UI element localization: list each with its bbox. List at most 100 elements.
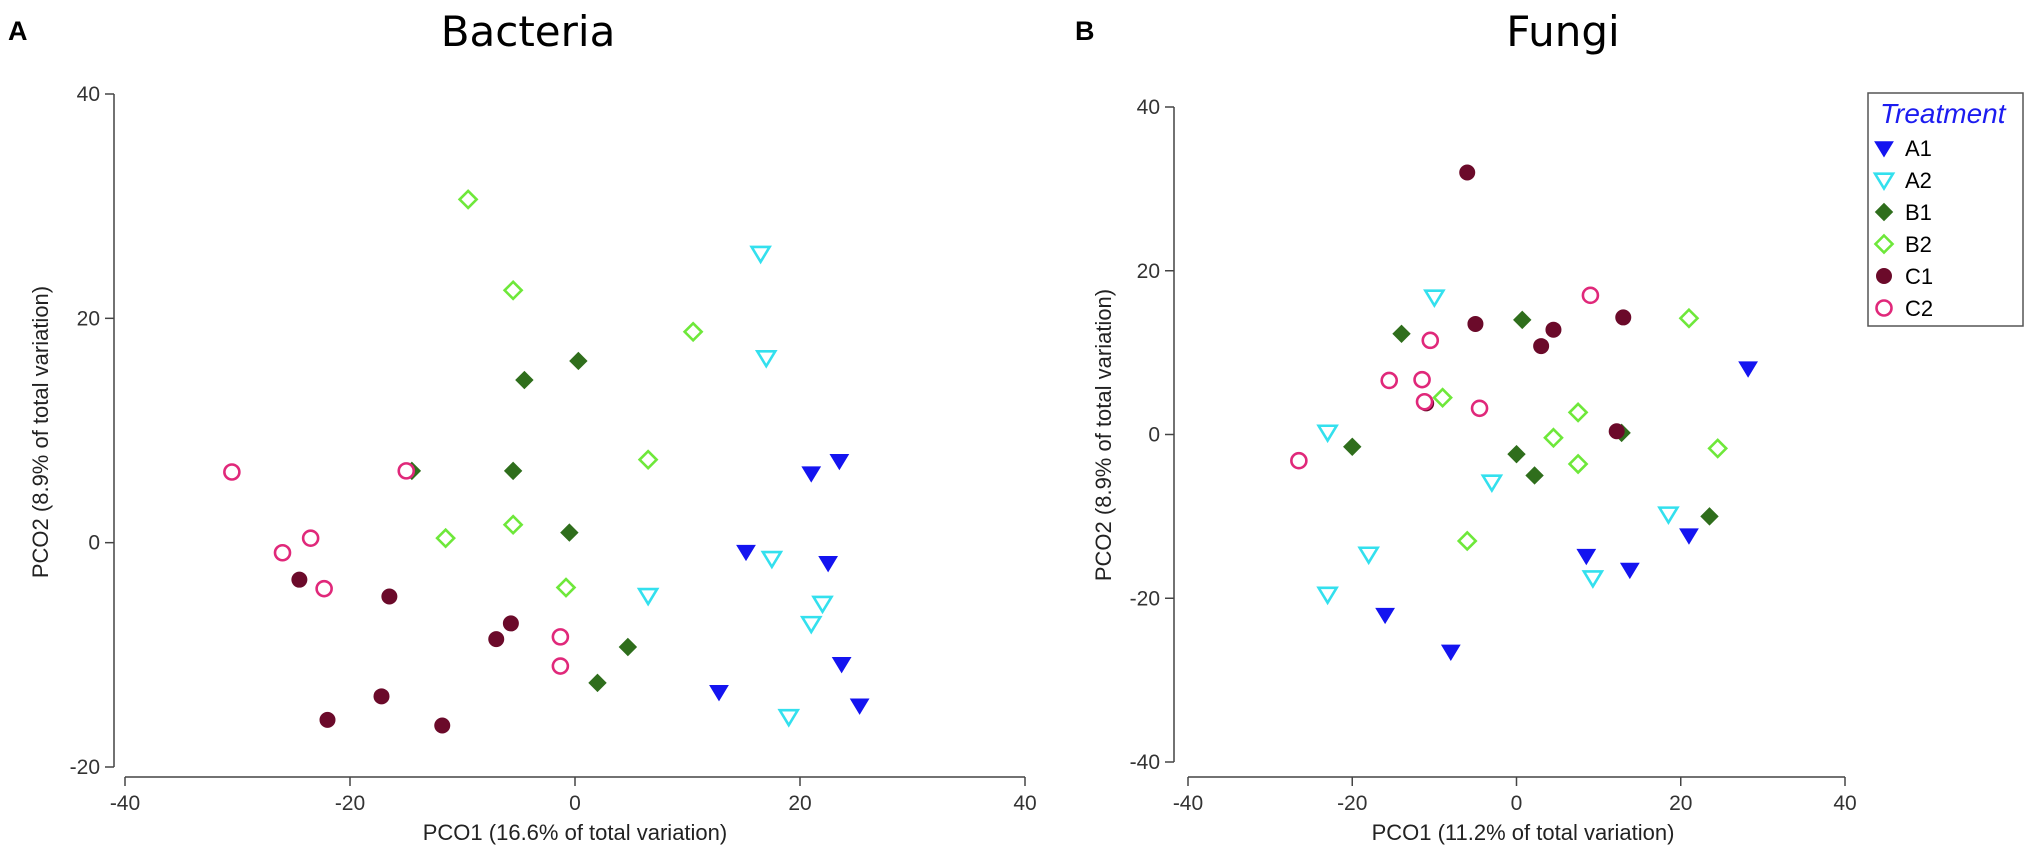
point-c2-b (1380, 371, 1399, 390)
point-c2-a (315, 579, 333, 598)
legend-label-a2: A2 (1905, 168, 1932, 193)
y-axis-label-b: PCO2 (8.9% of total variation) (1091, 289, 1116, 581)
point-b1-a (618, 637, 638, 657)
point-c1-b (1608, 423, 1625, 440)
y-tick-label-a: 20 (77, 307, 100, 330)
y-axis-label-a: PCO2 (8.9% of total variation) (28, 286, 53, 578)
chart-title-b: Fungi (1506, 7, 1619, 56)
point-a2-a (811, 595, 834, 615)
point-b2-a (502, 279, 524, 301)
legend-title: Treatment (1880, 98, 2007, 129)
point-b1-b (1700, 507, 1719, 526)
x-tick-label-b: 20 (1669, 792, 1692, 815)
point-b2-b (1543, 427, 1564, 449)
point-c1-a (488, 631, 505, 648)
point-b2-a (682, 321, 704, 343)
point-b2-a (555, 577, 577, 598)
point-a2-b (1657, 506, 1680, 525)
point-a2-a (760, 550, 784, 570)
point-c2-b (1290, 451, 1308, 470)
point-a2-b (1357, 546, 1380, 566)
y-tick-label-a: -20 (70, 756, 100, 779)
x-tick-label-b: -20 (1337, 792, 1367, 815)
points-a (223, 189, 870, 734)
point-c1-a (381, 588, 398, 605)
point-c1-b (1467, 315, 1484, 332)
point-c2-b (1470, 399, 1489, 418)
point-b2-b (1567, 402, 1589, 423)
point-a1-a (709, 685, 729, 702)
point-c2-a (223, 463, 241, 481)
y-tick-label-b: 0 (1148, 424, 1160, 447)
point-b2-a (435, 527, 456, 549)
legend-marker-b2 (1873, 233, 1895, 255)
chart-title-a: Bacteria (441, 7, 616, 56)
point-c1-b (1459, 164, 1476, 181)
x-tick-label-b: 40 (1833, 792, 1856, 815)
point-a1-a (831, 657, 852, 674)
point-a2-b (1480, 474, 1504, 494)
legend-marker-b1 (1874, 202, 1894, 222)
legend: Treatment A1 A2 B1 B2 C1 C2 (1867, 92, 2024, 327)
point-c1-b (1533, 338, 1550, 355)
legend-marker-c1 (1876, 268, 1892, 284)
point-a1-a (801, 466, 822, 483)
point-b2-a (637, 449, 659, 471)
point-c1-b (1615, 309, 1632, 326)
point-c1-a (373, 688, 390, 705)
x-tick-label-a: -40 (110, 792, 140, 815)
point-c2-a (551, 657, 570, 675)
point-b1-a (560, 523, 579, 542)
panel-letter-b: B (1075, 16, 1095, 46)
point-a2-a (749, 245, 772, 265)
x-axis-label-a: PCO1 (16.6% of total variation) (423, 820, 727, 845)
point-b2-b (1678, 307, 1700, 329)
point-a2-b (1423, 289, 1446, 309)
point-b1-b (1513, 310, 1532, 330)
point-a1-b (1619, 562, 1640, 580)
point-c2-a (301, 529, 320, 547)
legend-marker-a2 (1872, 172, 1896, 192)
point-c1-b (1545, 321, 1562, 338)
legend-label-b1: B1 (1905, 200, 1932, 225)
point-b2-b (1567, 453, 1589, 475)
point-b1-a (503, 461, 523, 481)
point-c2-a (551, 628, 570, 646)
y-tick-label-a: 0 (88, 532, 100, 555)
y-tick-label-b: -40 (1130, 751, 1160, 774)
x-tick-label-a: 40 (1013, 792, 1036, 815)
point-b1-a (515, 370, 534, 390)
x-tick-label-a: 0 (569, 792, 581, 815)
point-a1-b (1576, 548, 1597, 566)
point-a1-a (849, 698, 870, 715)
legend-label-c1: C1 (1905, 264, 1933, 289)
point-c1-a (434, 717, 451, 734)
point-c2-b (1421, 331, 1440, 350)
point-b1-b (1525, 466, 1544, 485)
point-a2-a (799, 615, 823, 635)
legend-box (1867, 92, 2024, 327)
y-tick-label-b: 40 (1137, 96, 1160, 119)
point-c2-b (1413, 370, 1431, 389)
panel-a-bacteria: A Bacteria -40 -20 0 20 40 -20 0 20 40 PCO1 (16.… (8, 7, 1037, 845)
point-a2-b (1316, 424, 1339, 444)
x-tick-label-b: 0 (1511, 792, 1523, 815)
point-b1-b (1507, 444, 1526, 464)
x-axis-label-b: PCO1 (11.2% of total variation) (1372, 820, 1675, 845)
point-a1-a (818, 556, 839, 573)
point-b2-a (502, 514, 524, 536)
point-a1-a (736, 544, 756, 562)
y-tick-label-a: 40 (77, 83, 100, 106)
point-c2-a (397, 462, 416, 480)
point-b2-a (457, 189, 479, 210)
point-c2-b (1581, 286, 1600, 305)
panel-letter-a: A (8, 16, 28, 46)
point-b1-a (569, 351, 588, 371)
legend-items: A1 A2 B1 B2 C1 C2 (1872, 136, 1933, 321)
point-c1-a (291, 571, 308, 588)
point-b2-b (1707, 438, 1729, 459)
point-c2-a (273, 543, 292, 562)
point-b2-b (1432, 387, 1453, 408)
point-c1-a (502, 615, 519, 632)
legend-marker-a1 (1874, 141, 1894, 158)
